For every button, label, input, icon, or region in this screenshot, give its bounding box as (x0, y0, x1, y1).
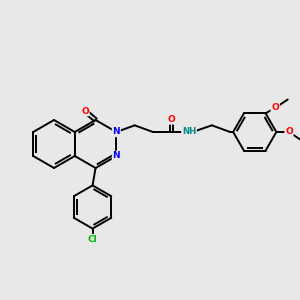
Text: O: O (81, 106, 89, 116)
Text: N: N (112, 152, 120, 160)
Text: O: O (168, 115, 176, 124)
Text: O: O (285, 128, 293, 136)
Text: NH: NH (182, 128, 196, 136)
Text: O: O (271, 103, 279, 112)
Text: N: N (112, 128, 120, 136)
Text: Cl: Cl (88, 235, 98, 244)
